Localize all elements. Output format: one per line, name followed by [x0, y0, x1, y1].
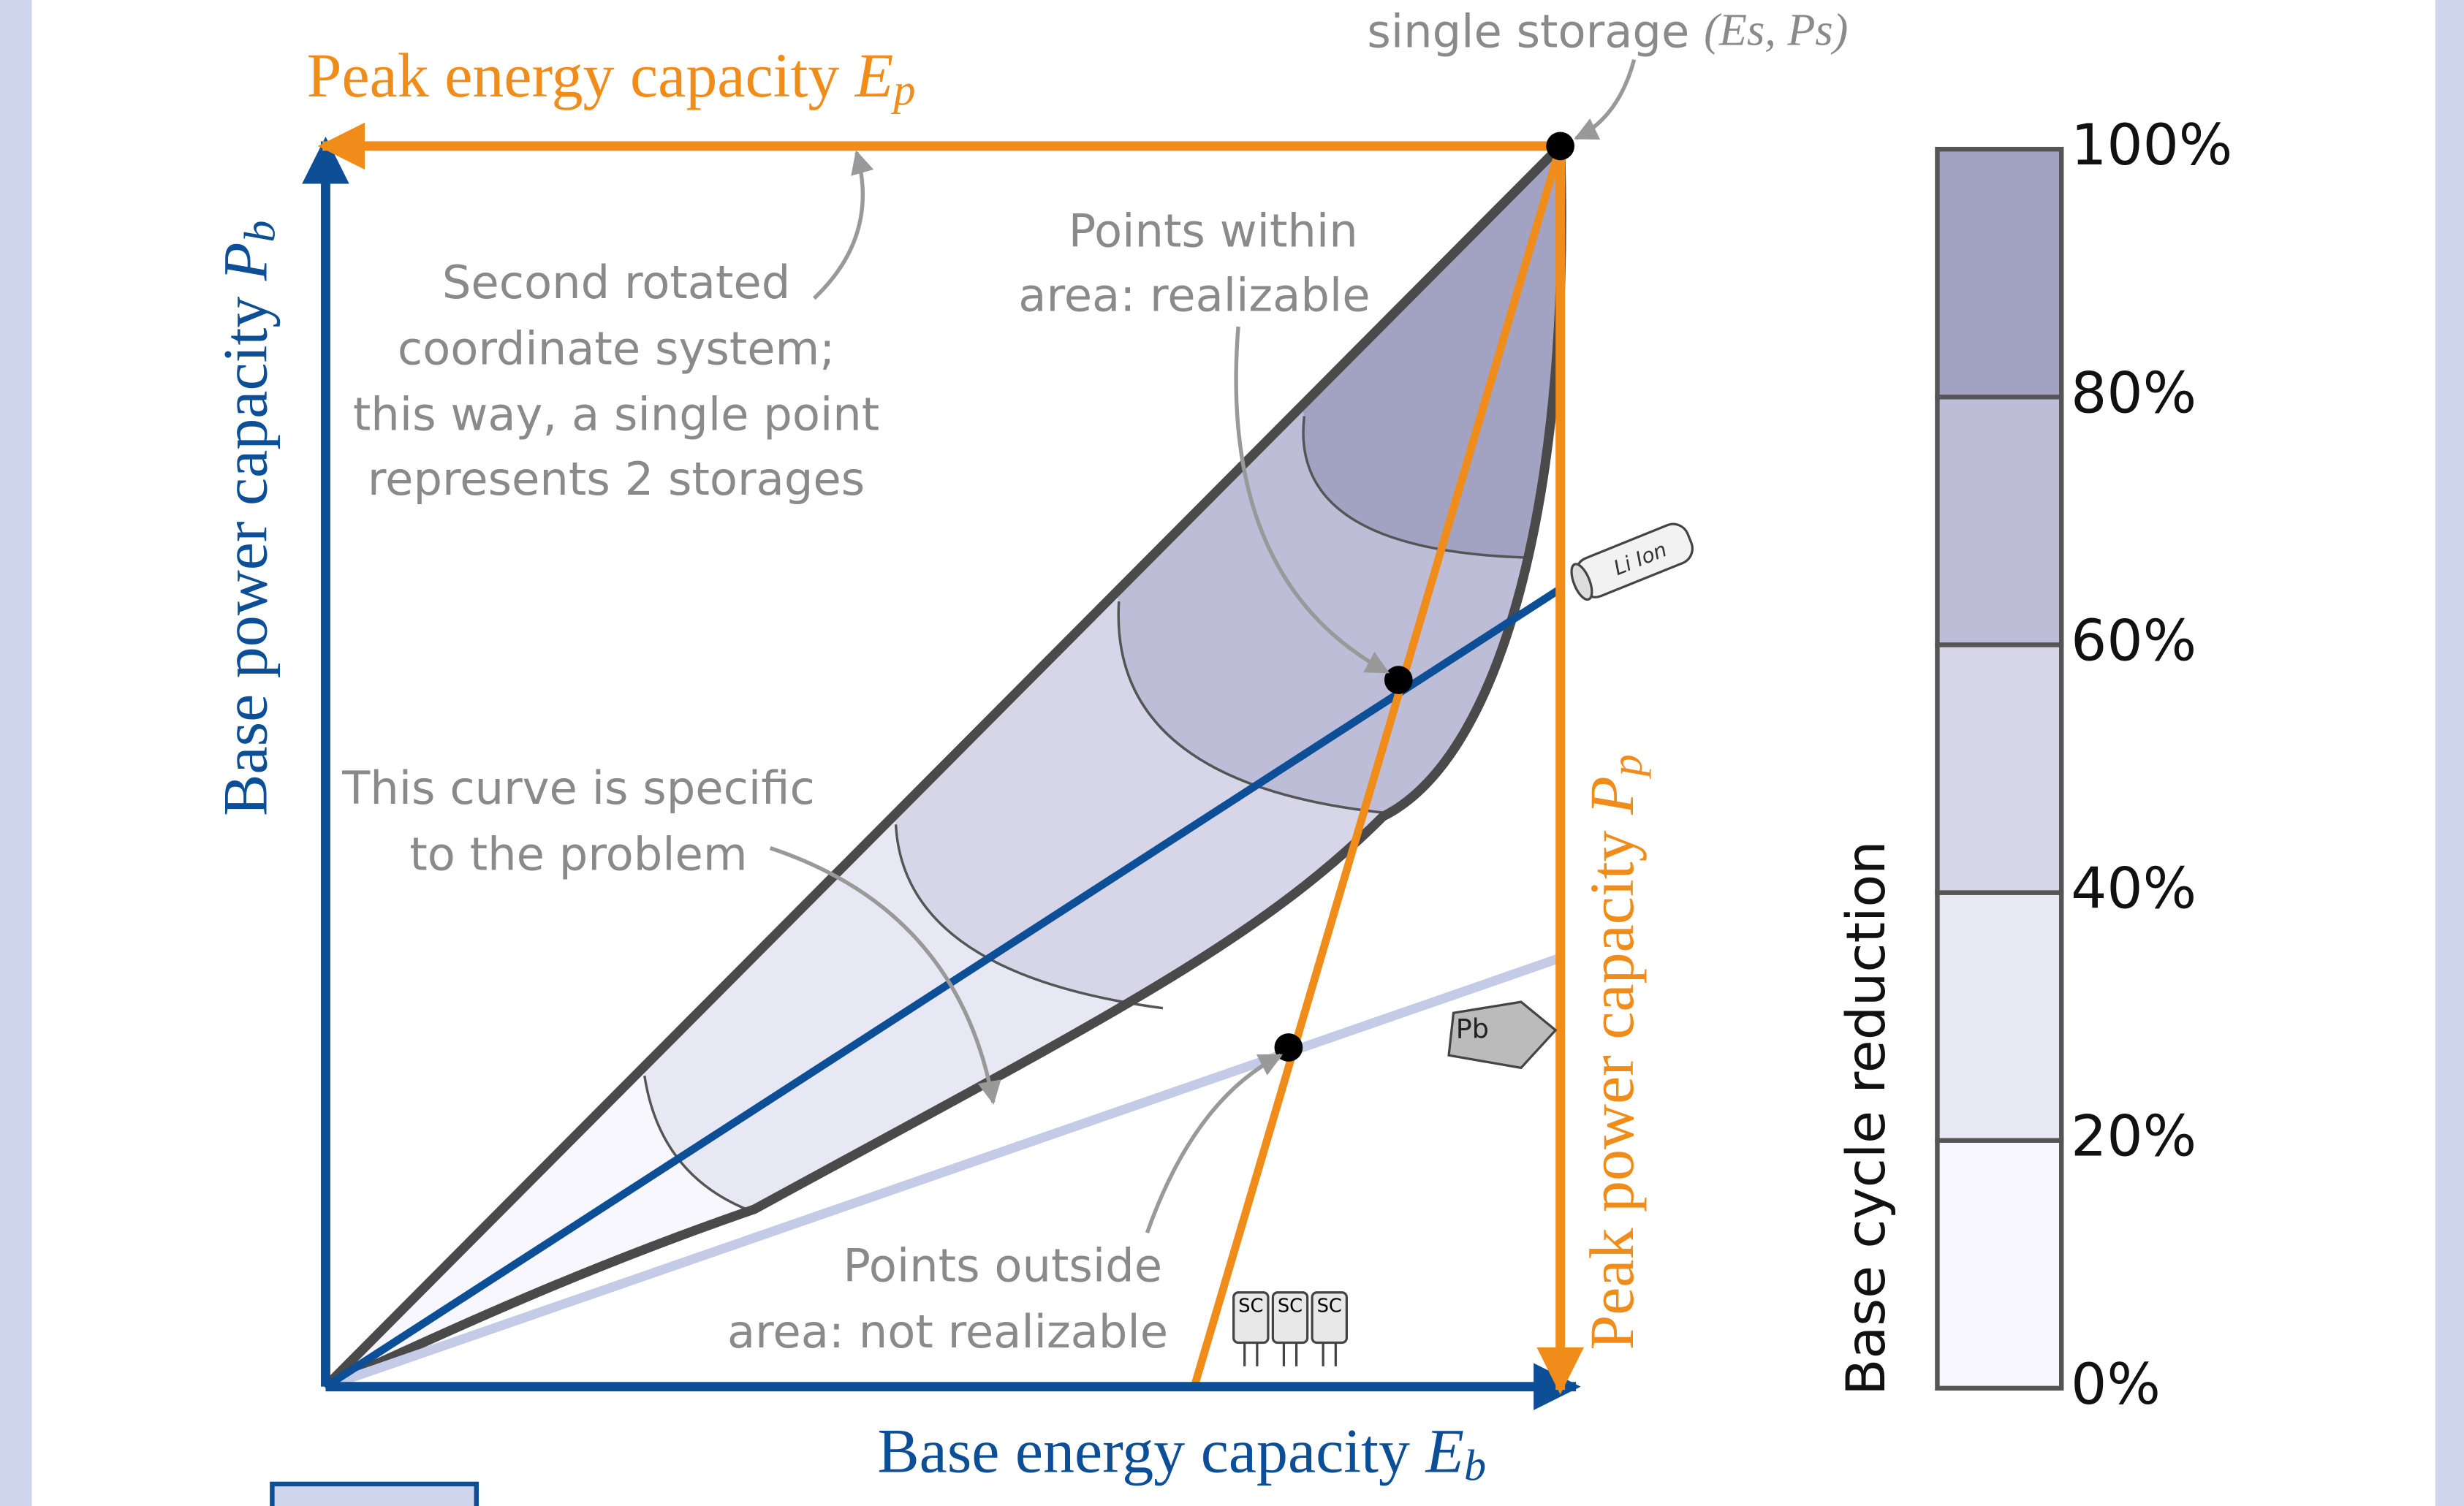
note-line: coordinate system; [398, 322, 835, 375]
colorbar-tick-label: 40% [2071, 856, 2196, 922]
colorbar-band [1937, 397, 2061, 644]
label: single storage [1367, 4, 1689, 58]
note-line: area: realizable [1018, 268, 1370, 322]
symbol: P [1577, 776, 1647, 815]
note-line: represents 2 storages [368, 452, 865, 506]
peak-power-label: Peak power capacity Pp [1577, 754, 1651, 1350]
icon-label: SC [1317, 1296, 1342, 1317]
colorbar-tick-label: 100% [2071, 113, 2232, 178]
note-line: area: not realizable [727, 1305, 1168, 1358]
colorbar-tick-label: 0% [2071, 1352, 2161, 1418]
text: Peak power capacity [1577, 830, 1647, 1350]
subscript: p [1602, 754, 1651, 779]
note-line: Points within [1069, 204, 1358, 257]
colorbar-band [1937, 1141, 2061, 1388]
math: (Es, Ps) [1704, 5, 1848, 56]
colorbar-tick-label: 60% [2071, 608, 2196, 674]
base-energy-label: Base energy capacity Eb [877, 1415, 1486, 1490]
peak-energy-label: Peak energy capacity Ep [307, 39, 916, 114]
icon-label: SC [1278, 1296, 1303, 1317]
subscript: p [890, 66, 915, 115]
note-line: to the problem [409, 827, 747, 881]
colorbar-band [1937, 893, 2061, 1141]
icon-label: Pb [1456, 1013, 1489, 1044]
legend-box [272, 1484, 476, 1506]
single-storage: single storage (Es, Ps) [1367, 4, 1848, 58]
text: Base power capacity [210, 297, 280, 816]
colorbar-tick-label: 80% [2071, 360, 2196, 426]
colorbar-band [1937, 149, 2061, 397]
figure: single storage (Es, Ps) Peak energy capa… [0, 0, 2464, 1506]
subscript: b [1464, 1441, 1486, 1490]
page: {"single_storage": {"text": "single stor… [0, 0, 2464, 1506]
text: Base energy capacity [877, 1415, 1410, 1486]
note-line: this way, a single point [353, 388, 879, 441]
note-line: Points outside [843, 1239, 1162, 1293]
note-line: Second rotated [442, 256, 790, 309]
subscript: b [235, 221, 284, 243]
icon-label: SC [1238, 1296, 1263, 1317]
text: Peak energy capacity [307, 39, 840, 110]
colorbar-band [1937, 644, 2061, 892]
symbol: P [210, 243, 280, 282]
colorbar-title: Base cycle reduction [1835, 841, 1898, 1396]
symbol: E [854, 39, 894, 110]
base-power-label: Base power capacity Pb [210, 221, 284, 816]
symbol: E [1425, 1415, 1465, 1486]
colorbar-tick-label: 20% [2071, 1104, 2196, 1170]
note-line: This curve is specific [341, 761, 815, 815]
